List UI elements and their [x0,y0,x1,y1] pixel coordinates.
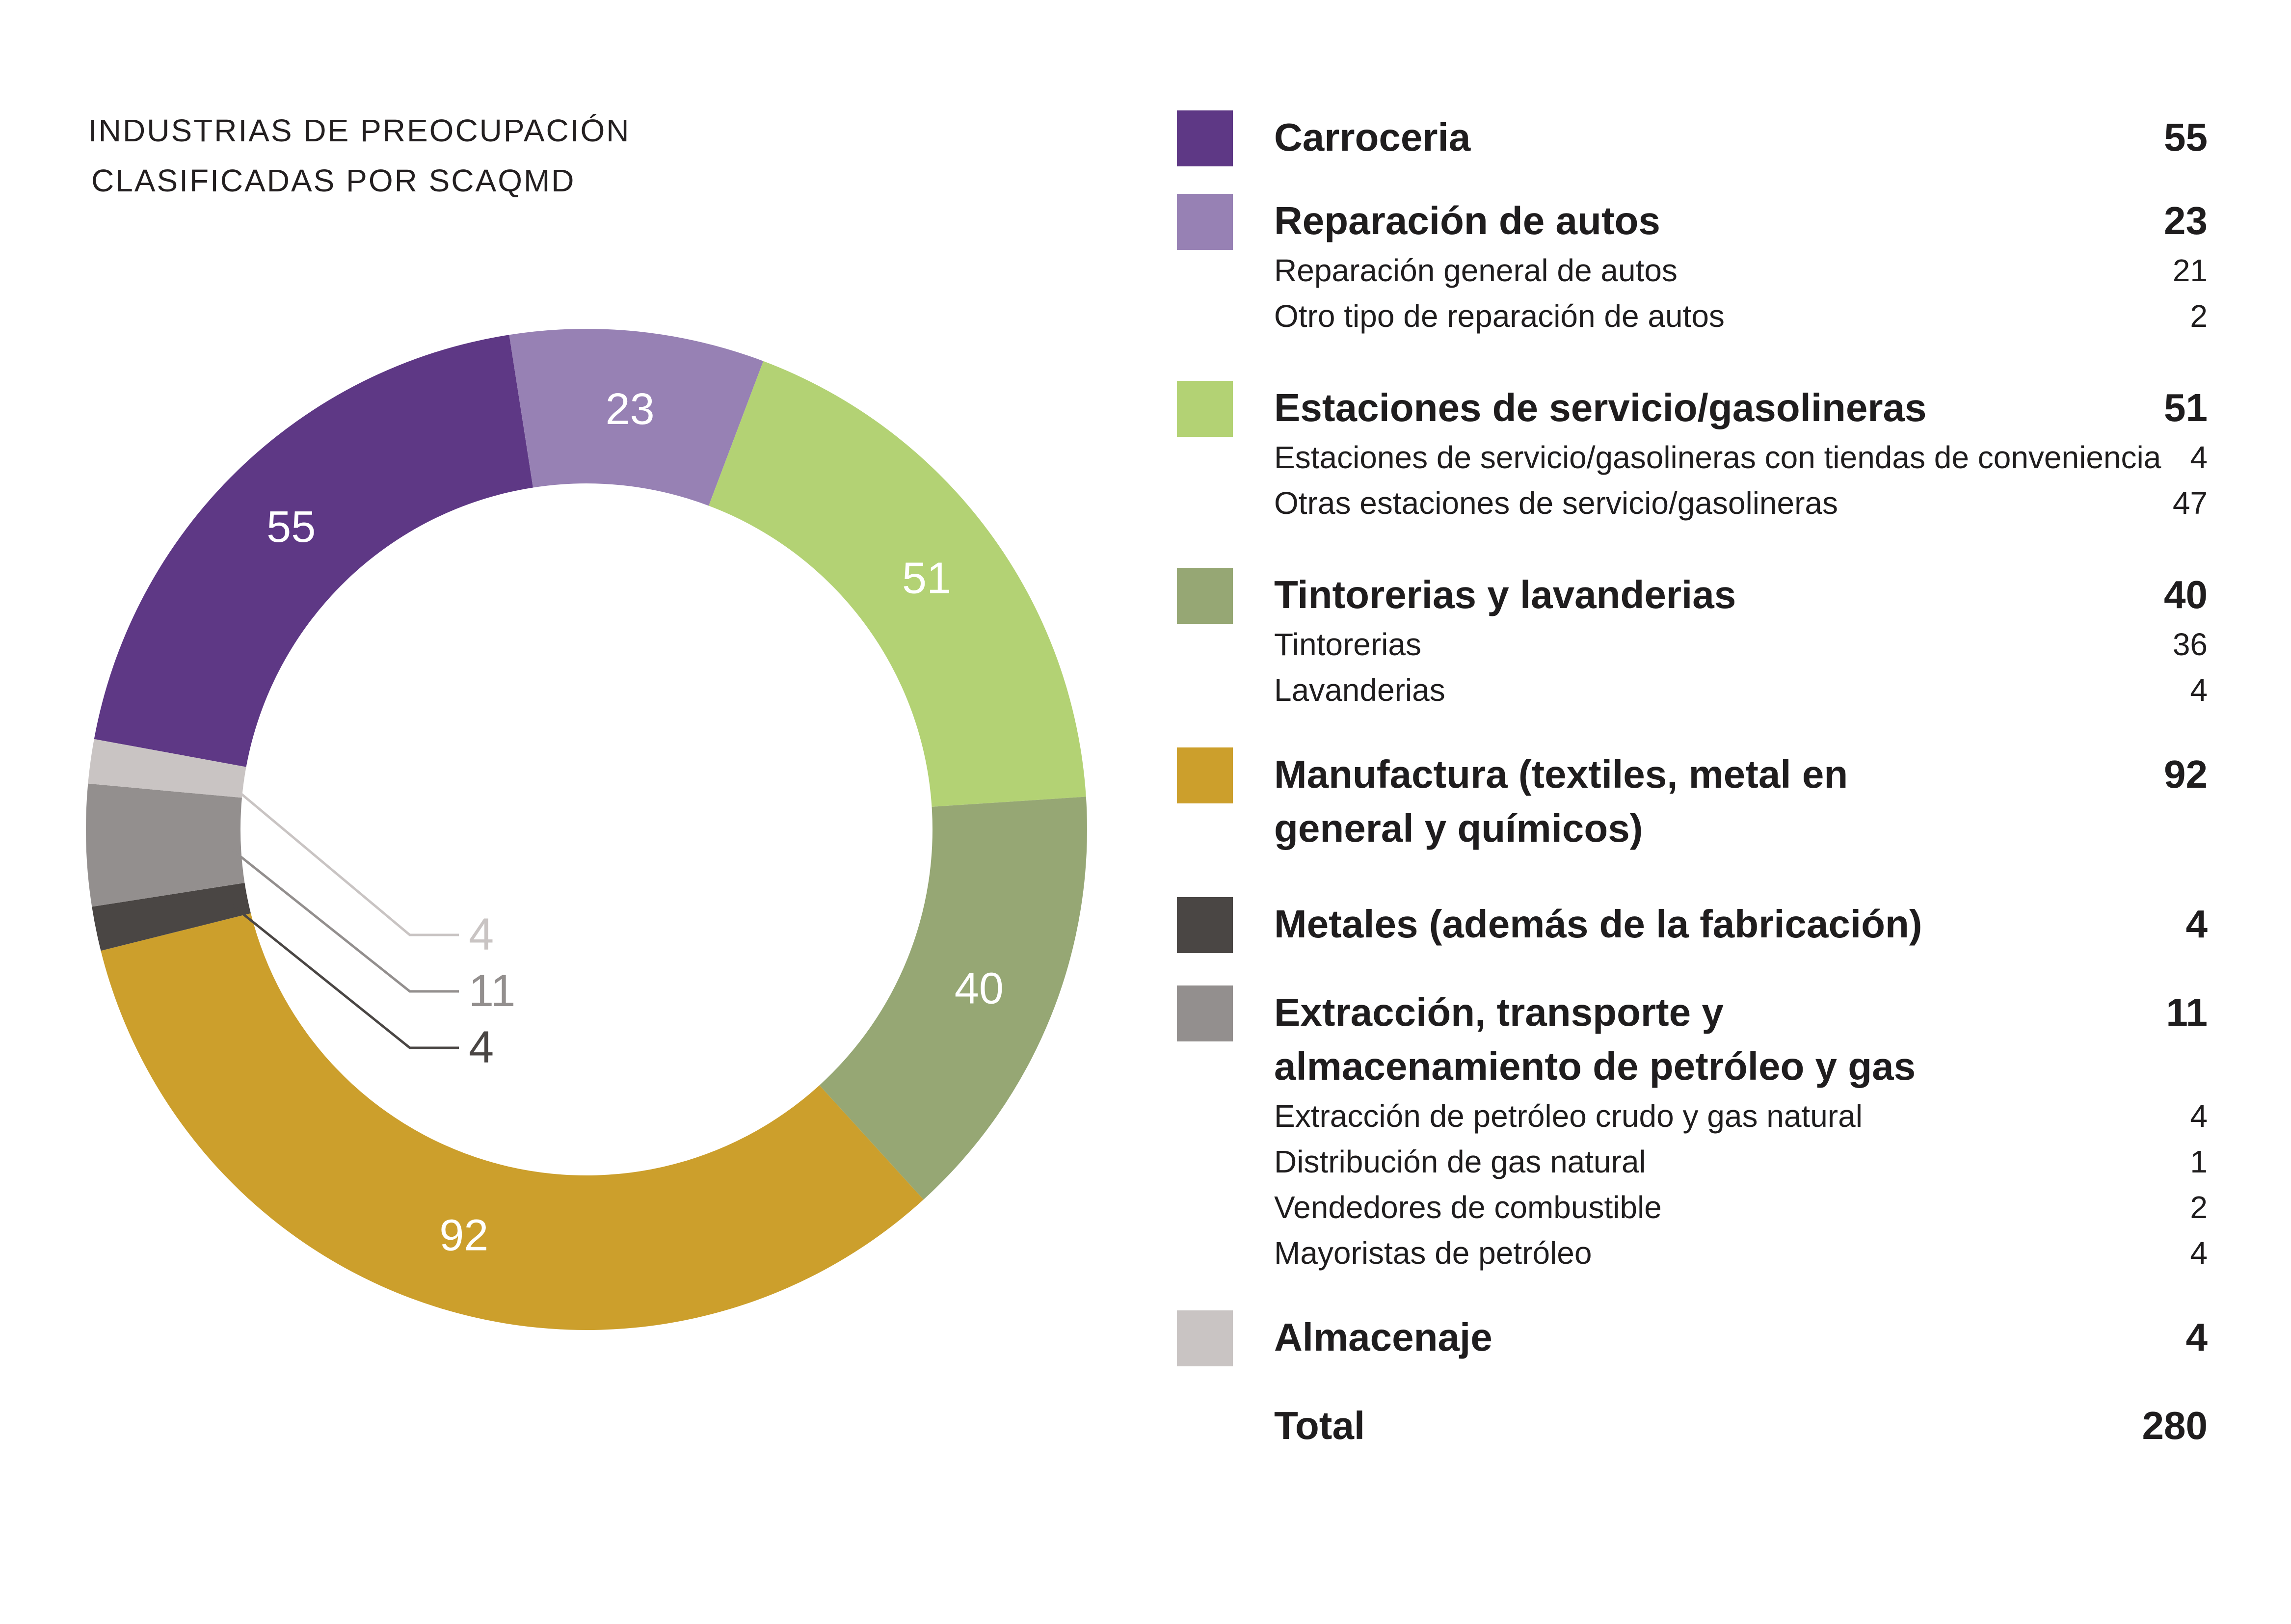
legend-item-extraccion-transporte-y-almacenamiento-de-petroleo-y-gas: Extracción, transporte y almacenamiento … [1177,985,2208,1276]
legend-item-value: 55 [2164,115,2208,159]
legend-item-label: Reparación de autos [1274,199,1660,242]
legend-subitem: Reparación general de autos 21 [1274,248,2208,293]
legend-item-header: Carroceria 55 [1177,110,2208,166]
legend-subitem: Vendedores de combustible 2 [1274,1185,2208,1230]
legend-item-estaciones-de-servicio-gasolineras: Estaciones de servicio/gasolineras 51 Esta… [1177,381,2208,526]
legend-item-label: Almacenaje [1274,1315,1492,1359]
donut-slice-carroceria [94,335,533,767]
legend-subitem-label: Estaciones de servicio/gasolineras con t… [1274,440,2161,475]
legend-item-label: Extracción, transporte y almacenamiento … [1274,990,1916,1088]
legend-item-reparacion-de-autos: Reparación de autos 23 Reparación general … [1177,194,2208,339]
outside-label-almacenaje: 4 [469,909,494,959]
legend-subitem-value: 36 [2172,627,2208,662]
legend-item-value: 92 [2164,752,2208,796]
slice-label-carroceria: 55 [266,503,316,552]
donut-slice-almacenaje [88,739,246,798]
legend-item-header: Metales (además de la fabricación) 4 [1177,897,2208,953]
legend-item-header: Reparación de autos 23 [1177,194,2208,250]
legend-subitem-label: Distribución de gas natural [1274,1144,1646,1179]
legend-total-label: Total [1274,1404,1365,1447]
legend-subitem: Otras estaciones de servicio/gasolineras… [1274,480,2208,526]
legend-swatch [1177,1310,1233,1366]
legend-subitem: Lavanderias 4 [1274,667,2208,713]
legend: Carroceria 55 Reparación de autos 23 Reparac… [1177,110,2208,1453]
legend-item-header: Tintorerias y lavanderias 40 [1177,568,2208,624]
legend-subitem: Estaciones de servicio/gasolineras con t… [1274,435,2208,480]
legend-swatch [1177,747,1233,803]
legend-item-value: 4 [2185,1315,2208,1359]
legend-subitem-label: Otro tipo de reparación de autos [1274,298,1725,334]
legend-swatch [1177,110,1233,166]
legend-total: Total 280 [1274,1399,2208,1453]
legend-subitem-label: Mayoristas de petróleo [1274,1235,1592,1271]
donut-slice-extraccion-transporte-y-almacenamiento-de-petroleo-y-gas [85,783,245,907]
leader-line-metales-ademas-de-la-fabricacion [227,901,459,1049]
leader-line-almacenaje [223,778,459,936]
legend-subitem-value: 47 [2172,485,2208,521]
legend-swatch [1177,568,1233,624]
legend-item-value: 23 [2164,199,2208,242]
donut-slice-reparacion-de-autos [509,329,764,506]
legend-subitem: Tintorerias 36 [1274,622,2208,667]
chart-title: INDUSTRIAS DE PREOCUPACIÓN CLASIFICADAS … [88,106,631,206]
legend-item-almacenaje: Almacenaje 4 [1177,1310,2208,1366]
legend-subitem-label: Reparación general de autos [1274,253,1678,288]
legend-item-value: 40 [2164,573,2208,616]
legend-item-label: Manufactura (textiles, metal en general … [1274,752,1848,850]
legend-item-label: Carroceria [1274,115,1471,159]
donut-chart: 55 23 51 40 92 4 11 4 [85,329,1087,1331]
outside-label-metales-ademas-de-la-fabricacion: 4 [469,1022,494,1072]
donut-slice-metales-ademas-de-la-fabricacion [92,882,251,951]
chart-title-line-2: CLASIFICADAS POR SCAQMD [91,163,576,198]
donut-slice-tintorerias-y-lavanderias [819,797,1087,1200]
slice-label-reparacion-de-autos: 23 [606,385,655,434]
legend-item-header: Almacenaje 4 [1177,1310,2208,1366]
legend-subitem-label: Vendedores de combustible [1274,1190,1662,1225]
donut-slice-manufactura-textiles-metal-en-general-y-quimicos [101,913,924,1331]
legend-item-metales-ademas-de-la-fabricacion: Metales (además de la fabricación) 4 [1177,897,2208,953]
slice-label-tintorerias-y-lavanderias: 40 [955,964,1004,1013]
legend-subitem-value: 4 [2190,440,2208,475]
legend-subitem-label: Tintorerias [1274,627,1421,662]
legend-subitem-value: 4 [2190,672,2208,708]
legend-swatch [1177,381,1233,437]
legend-item-manufactura-textiles-metal-en-general-y-quimicos: Manufactura (textiles, metal en general … [1177,747,2208,855]
slice-label-manufactura-textiles-metal-en-general-y-quimicos: 92 [439,1211,488,1260]
legend-subitem-label: Otras estaciones de servicio/gasolineras [1274,485,1838,521]
legend-item-label: Estaciones de servicio/gasolineras [1274,386,1927,429]
legend-subitem: Otro tipo de reparación de autos 2 [1274,293,2208,339]
legend-item-label: Tintorerias y lavanderias [1274,573,1736,616]
legend-item-header: Extracción, transporte y almacenamiento … [1177,985,2208,1093]
legend-swatch [1177,194,1233,250]
legend-subitem-value: 2 [2190,298,2208,334]
legend-subitem-value: 2 [2190,1190,2208,1225]
outside-label-extraccion-transporte-y-almacenamiento-de-petroleo-y-gas: 11 [469,966,516,1016]
legend-item-value: 51 [2164,386,2208,429]
legend-item-label: Metales (además de la fabricación) [1274,902,1922,946]
legend-item-carroceria: Carroceria 55 [1177,110,2208,166]
donut-slice-estaciones-de-servicio-gasolineras [709,361,1086,807]
legend-subitem-value: 4 [2190,1098,2208,1134]
legend-item-value: 4 [2185,902,2208,946]
leader-line-extraccion-transporte-y-almacenamiento-de-petroleo-y-gas [220,840,459,993]
legend-subitem: Distribución de gas natural 1 [1274,1139,2208,1185]
legend-item-header: Manufactura (textiles, metal en general … [1177,747,2208,855]
chart-title-line-1: INDUSTRIAS DE PREOCUPACIÓN [88,113,631,148]
legend-swatch [1177,985,1233,1041]
legend-subitem-label: Extracción de petróleo crudo y gas natur… [1274,1098,1863,1134]
legend-subitem-value: 1 [2190,1144,2208,1179]
slice-label-estaciones-de-servicio-gasolineras: 51 [902,554,951,603]
legend-subitem-label: Lavanderias [1274,672,1445,708]
legend-subitem-value: 21 [2172,253,2208,288]
legend-item-header: Estaciones de servicio/gasolineras 51 [1177,381,2208,437]
legend-subitem: Extracción de petróleo crudo y gas natur… [1274,1093,2208,1139]
legend-subitem-value: 4 [2190,1235,2208,1271]
legend-total-value: 280 [2142,1404,2208,1447]
legend-item-tintorerias-y-lavanderias: Tintorerias y lavanderias 40 Tintorerias 36… [1177,568,2208,713]
legend-subitem: Mayoristas de petróleo 4 [1274,1230,2208,1276]
legend-swatch [1177,897,1233,953]
legend-item-value: 11 [2166,990,2208,1034]
